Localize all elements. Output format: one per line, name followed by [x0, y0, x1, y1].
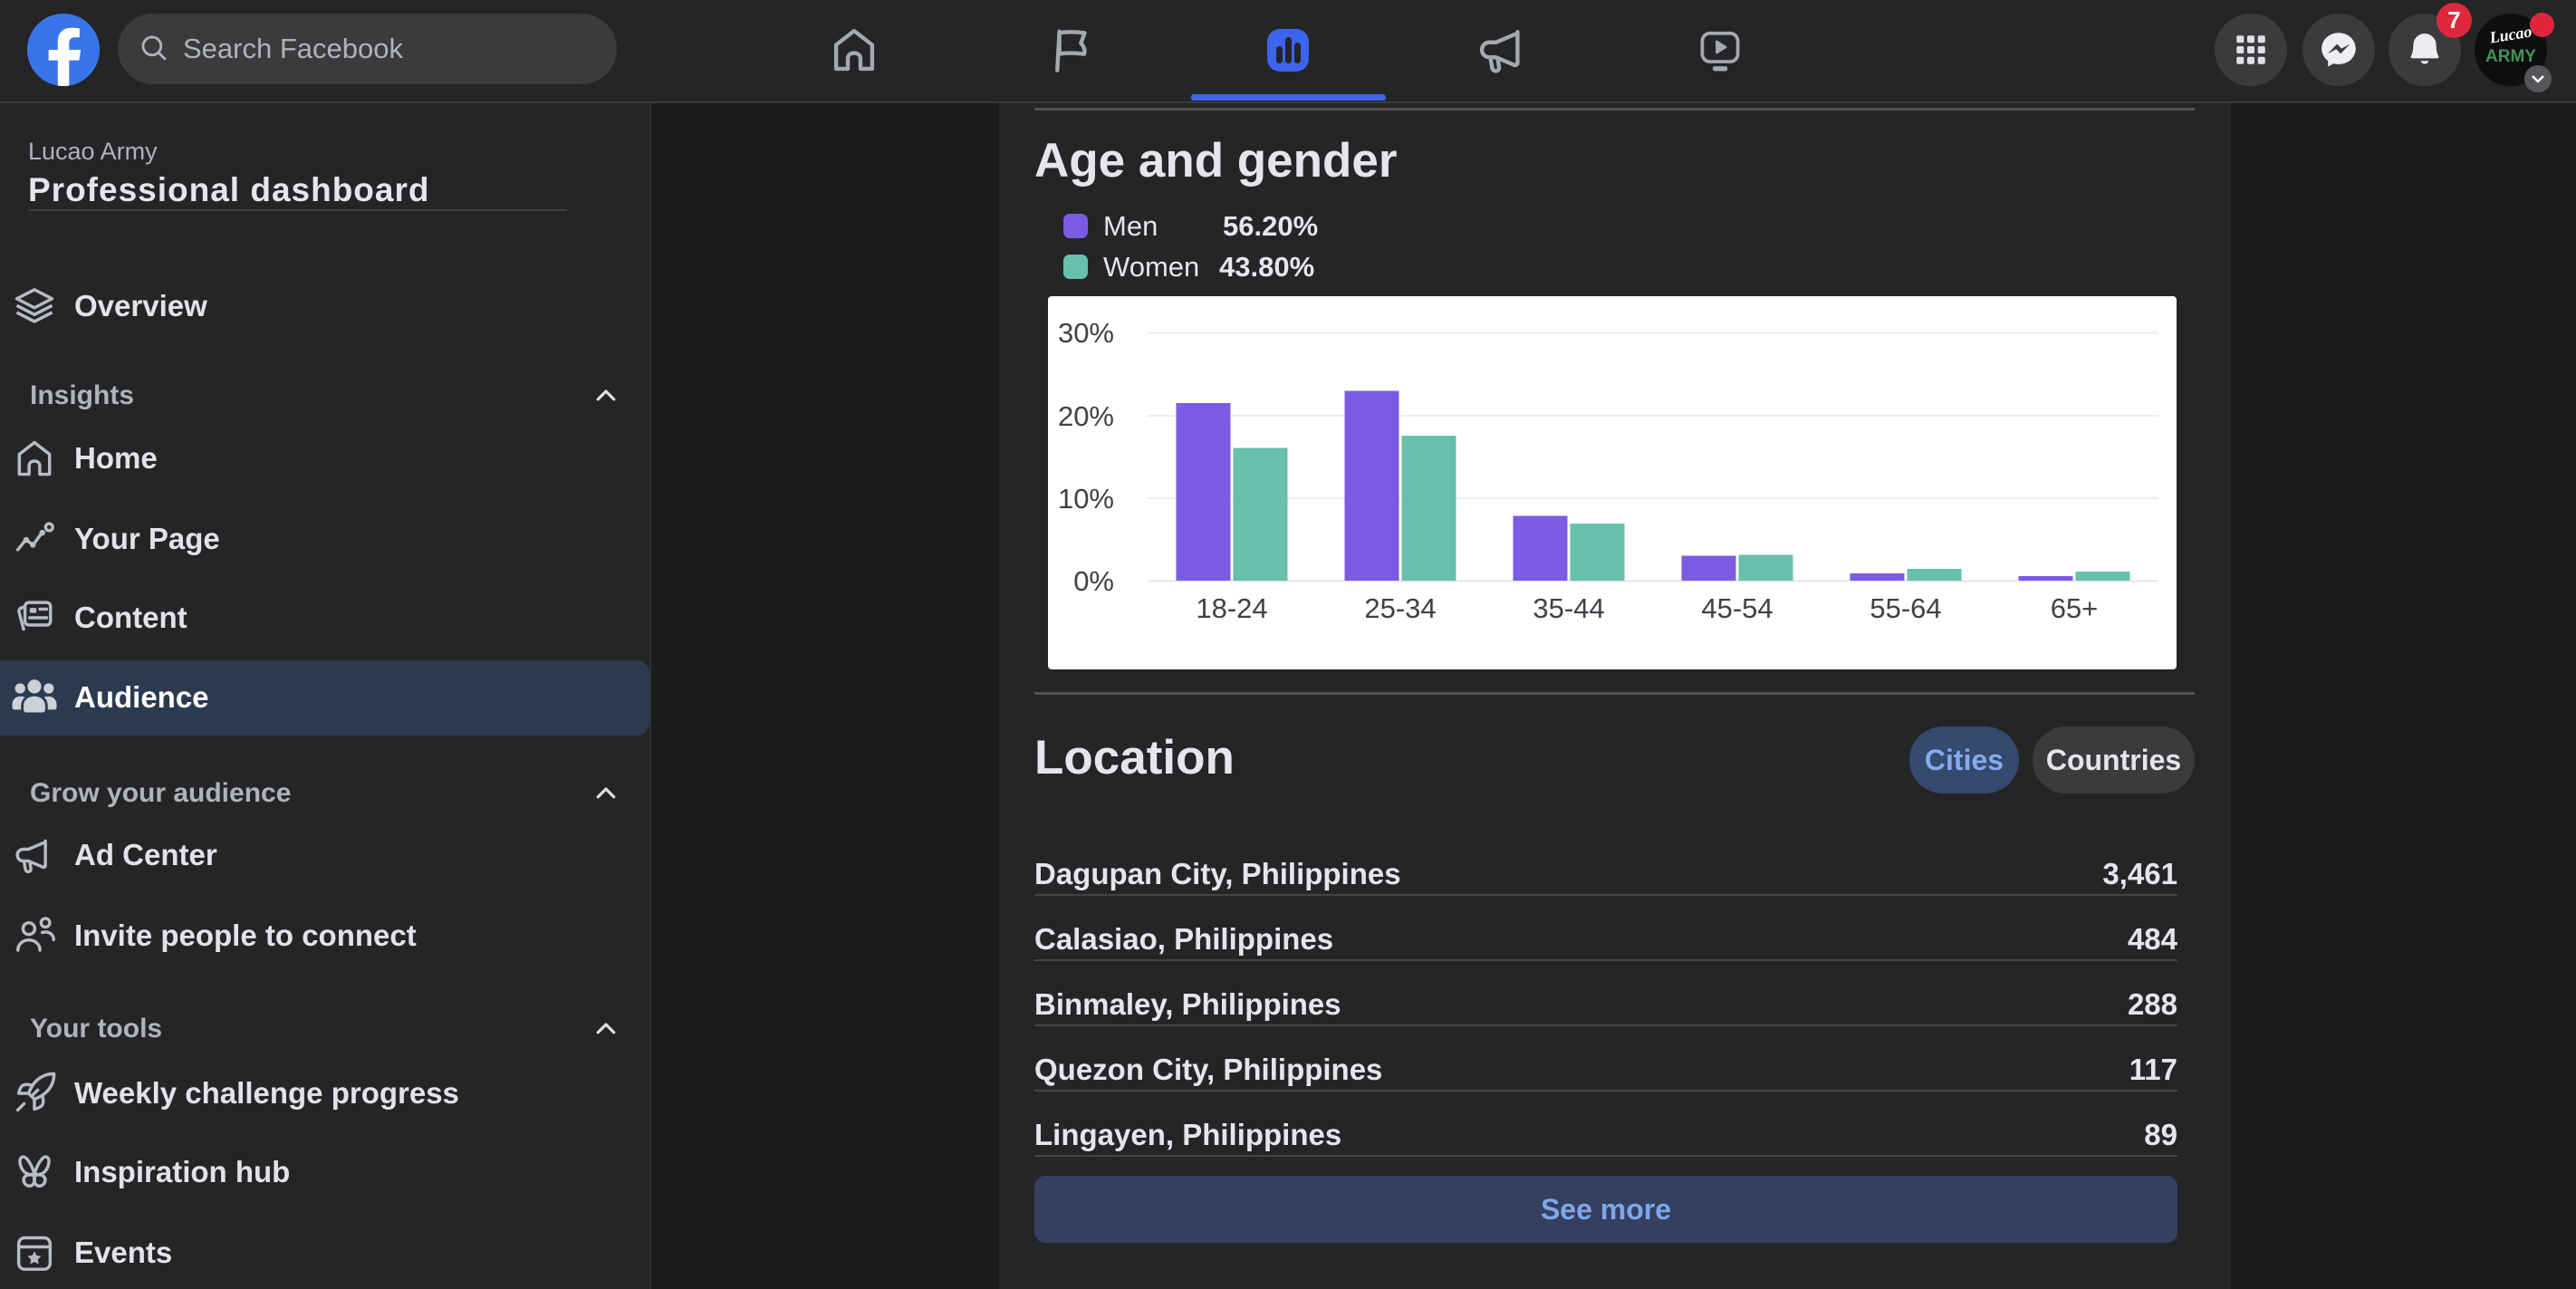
svg-text:55-64: 55-64 — [1870, 592, 1941, 624]
svg-text:25-34: 25-34 — [1364, 592, 1436, 624]
svg-text:20%: 20% — [1058, 400, 1114, 432]
svg-text:30%: 30% — [1058, 317, 1114, 349]
svg-text:65+: 65+ — [2051, 592, 2099, 624]
svg-text:18-24: 18-24 — [1196, 592, 1267, 624]
svg-text:45-54: 45-54 — [1701, 592, 1773, 624]
svg-text:10%: 10% — [1058, 483, 1114, 515]
svg-text:35-44: 35-44 — [1533, 592, 1604, 624]
svg-text:0%: 0% — [1073, 565, 1114, 597]
